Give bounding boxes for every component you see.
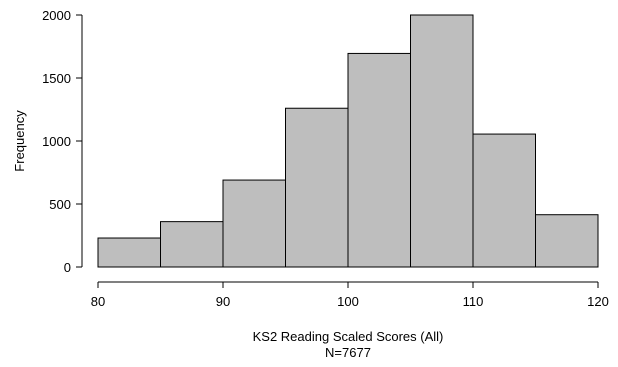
y-tick-label: 500 (49, 197, 71, 212)
histogram-bar-100-105 (347, 52, 411, 268)
x-axis: 80 90 100 110 120 (91, 281, 609, 309)
x-tick-label: 110 (463, 294, 484, 309)
y-axis-title: Frequency (12, 110, 27, 172)
histogram-bar-105-110 (410, 14, 474, 268)
histogram-bar-115-120 (535, 214, 599, 268)
x-axis-subtitle: N=7677 (325, 345, 371, 360)
y-tick-label: 1000 (42, 134, 71, 149)
histogram-bar-80-85 (97, 237, 161, 268)
x-tick-label: 90 (216, 294, 230, 309)
y-tick-label: 1500 (42, 71, 71, 86)
histogram-bar-95-100 (285, 107, 349, 268)
x-tick-label: 100 (337, 294, 359, 309)
y-axis: 0 500 1000 1500 2000 (42, 8, 83, 275)
y-tick-label: 2000 (42, 8, 71, 23)
x-tick-label: 80 (91, 294, 105, 309)
y-tick-label: 0 (64, 260, 71, 275)
histogram-bar-90-95 (222, 179, 286, 268)
histogram-bars (97, 14, 599, 268)
x-axis-title: KS2 Reading Scaled Scores (All) (253, 329, 444, 344)
histogram-bar-110-115 (472, 133, 536, 268)
x-tick-label: 120 (587, 294, 609, 309)
histogram-bar-85-90 (160, 221, 224, 268)
